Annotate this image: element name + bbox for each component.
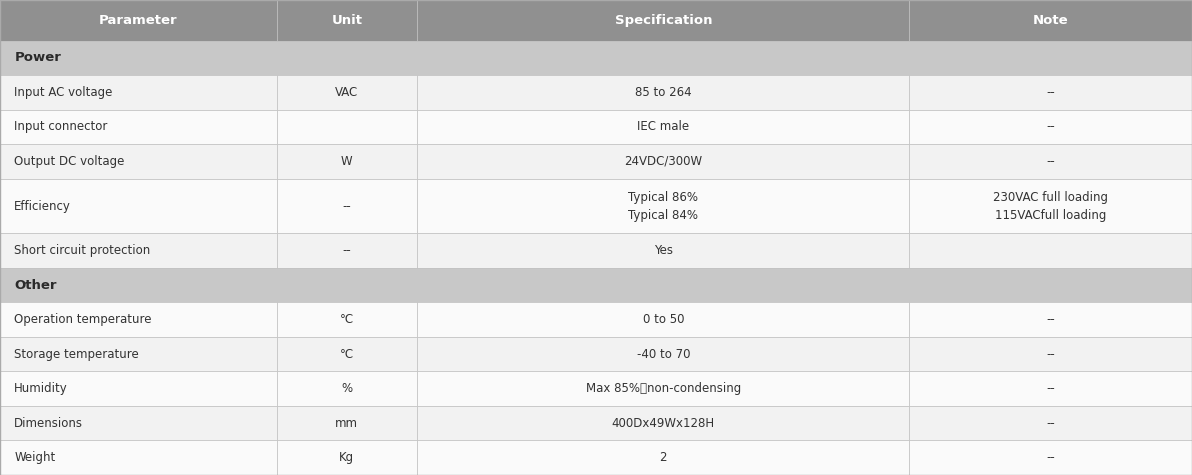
Text: 85 to 264: 85 to 264 xyxy=(635,86,691,99)
Bar xyxy=(277,406,417,440)
Text: °C: °C xyxy=(340,313,354,326)
Text: --: -- xyxy=(1047,155,1055,168)
Text: --: -- xyxy=(1047,120,1055,133)
Bar xyxy=(0,268,1192,303)
Bar xyxy=(417,110,909,144)
Bar xyxy=(417,303,909,337)
Bar xyxy=(417,144,909,179)
Bar xyxy=(277,75,417,110)
Bar xyxy=(277,233,417,268)
Bar xyxy=(0,406,277,440)
Bar xyxy=(277,110,417,144)
Text: 2: 2 xyxy=(659,451,668,464)
Text: Power: Power xyxy=(14,51,61,64)
Bar xyxy=(277,179,417,233)
Text: Note: Note xyxy=(1033,14,1068,27)
Bar xyxy=(909,406,1192,440)
Text: Humidity: Humidity xyxy=(14,382,68,395)
Bar xyxy=(417,233,909,268)
Bar xyxy=(0,75,277,110)
Bar xyxy=(417,337,909,371)
Bar xyxy=(417,371,909,406)
Bar xyxy=(277,0,417,40)
Bar xyxy=(277,440,417,475)
Bar xyxy=(417,75,909,110)
Text: Weight: Weight xyxy=(14,451,56,464)
Text: --: -- xyxy=(1047,417,1055,430)
Bar xyxy=(277,371,417,406)
Text: Max 85%，non-condensing: Max 85%，non-condensing xyxy=(585,382,741,395)
Text: Output DC voltage: Output DC voltage xyxy=(14,155,125,168)
Bar xyxy=(0,440,277,475)
Text: %: % xyxy=(341,382,353,395)
Bar xyxy=(0,0,277,40)
Bar xyxy=(909,440,1192,475)
Text: Operation temperature: Operation temperature xyxy=(14,313,151,326)
Text: VAC: VAC xyxy=(335,86,359,99)
Bar xyxy=(909,233,1192,268)
Bar xyxy=(0,110,277,144)
Text: Parameter: Parameter xyxy=(99,14,178,27)
Text: Kg: Kg xyxy=(340,451,354,464)
Text: --: -- xyxy=(342,200,352,212)
Text: Efficiency: Efficiency xyxy=(14,200,72,212)
Bar xyxy=(417,0,909,40)
Bar xyxy=(277,337,417,371)
Bar xyxy=(0,303,277,337)
Text: Dimensions: Dimensions xyxy=(14,417,83,430)
Text: mm: mm xyxy=(335,417,359,430)
Bar xyxy=(277,144,417,179)
Text: Other: Other xyxy=(14,279,57,292)
Text: Typical 86%
Typical 84%: Typical 86% Typical 84% xyxy=(628,190,699,221)
Bar xyxy=(909,144,1192,179)
Text: IEC male: IEC male xyxy=(638,120,689,133)
Text: 24VDC/300W: 24VDC/300W xyxy=(625,155,702,168)
Bar xyxy=(417,406,909,440)
Text: --: -- xyxy=(1047,451,1055,464)
Bar xyxy=(0,337,277,371)
Text: Input connector: Input connector xyxy=(14,120,107,133)
Bar xyxy=(909,0,1192,40)
Text: Specification: Specification xyxy=(615,14,712,27)
Bar xyxy=(0,233,277,268)
Bar xyxy=(0,40,1192,75)
Bar xyxy=(909,371,1192,406)
Text: --: -- xyxy=(1047,382,1055,395)
Bar xyxy=(417,440,909,475)
Bar xyxy=(909,110,1192,144)
Bar xyxy=(909,303,1192,337)
Bar xyxy=(417,179,909,233)
Text: Unit: Unit xyxy=(331,14,362,27)
Text: Input AC voltage: Input AC voltage xyxy=(14,86,113,99)
Text: --: -- xyxy=(1047,313,1055,326)
Text: Yes: Yes xyxy=(654,244,672,257)
Bar xyxy=(909,75,1192,110)
Text: --: -- xyxy=(1047,86,1055,99)
Text: 0 to 50: 0 to 50 xyxy=(642,313,684,326)
Text: Short circuit protection: Short circuit protection xyxy=(14,244,150,257)
Text: 230VAC full loading
115VACfull loading: 230VAC full loading 115VACfull loading xyxy=(993,190,1109,221)
Text: Storage temperature: Storage temperature xyxy=(14,348,139,361)
Text: -40 to 70: -40 to 70 xyxy=(637,348,690,361)
Text: --: -- xyxy=(342,244,352,257)
Text: 400Dx49Wx128H: 400Dx49Wx128H xyxy=(611,417,715,430)
Text: °C: °C xyxy=(340,348,354,361)
Bar xyxy=(277,303,417,337)
Bar xyxy=(0,371,277,406)
Bar xyxy=(0,144,277,179)
Text: --: -- xyxy=(1047,348,1055,361)
Bar xyxy=(909,337,1192,371)
Text: W: W xyxy=(341,155,353,168)
Bar xyxy=(0,179,277,233)
Bar xyxy=(909,179,1192,233)
